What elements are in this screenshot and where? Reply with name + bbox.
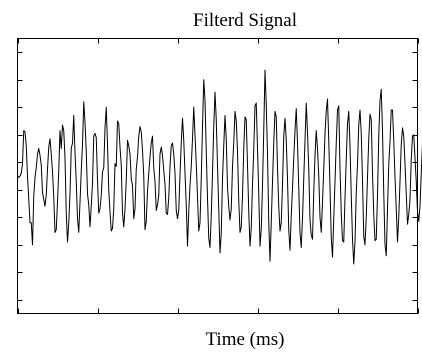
series-group (17, 69, 422, 265)
x-axis-label: Time (ms) (205, 329, 284, 350)
axis-ticks (17, 38, 419, 314)
chart-title: Filterd Signal (193, 10, 297, 31)
signal-series-line-0 (17, 69, 422, 265)
